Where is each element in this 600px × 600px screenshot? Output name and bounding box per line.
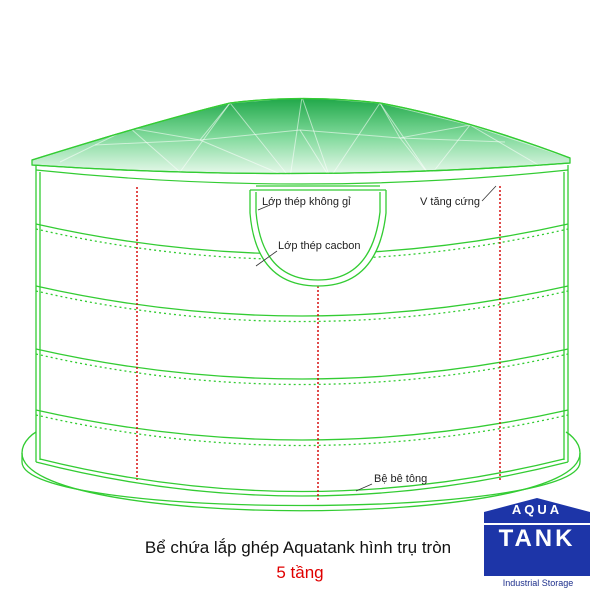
vertical-seams: [136, 186, 501, 500]
logo-tank-text: TANK: [498, 525, 576, 552]
logo-aqua-text: AQUA: [511, 502, 563, 517]
label-stainless-layer: Lớp thép không gỉ: [262, 196, 351, 208]
tank-shell: [35, 165, 569, 497]
roof-dome: [31, 96, 571, 179]
label-carbon-layer: Lớp thép cacbon: [278, 240, 360, 252]
caption-subtitle: 5 tầng: [276, 563, 324, 582]
cutaway: [249, 185, 387, 287]
callout-lines: [255, 185, 497, 492]
label-concrete-base: Bệ bê tông: [374, 473, 427, 485]
concrete-base: [21, 431, 581, 512]
aquatank-logo: AQUA TANK Industrial Storage: [484, 498, 590, 592]
label-stiffener: V tăng cứng: [420, 196, 480, 208]
logo-footer-text: Industrial Storage: [502, 578, 574, 588]
caption-title: Bể chứa lắp ghép Aquatank hình trụ tròn: [144, 538, 452, 557]
logo-shape: [484, 498, 590, 592]
top-stiffener: [35, 169, 569, 185]
